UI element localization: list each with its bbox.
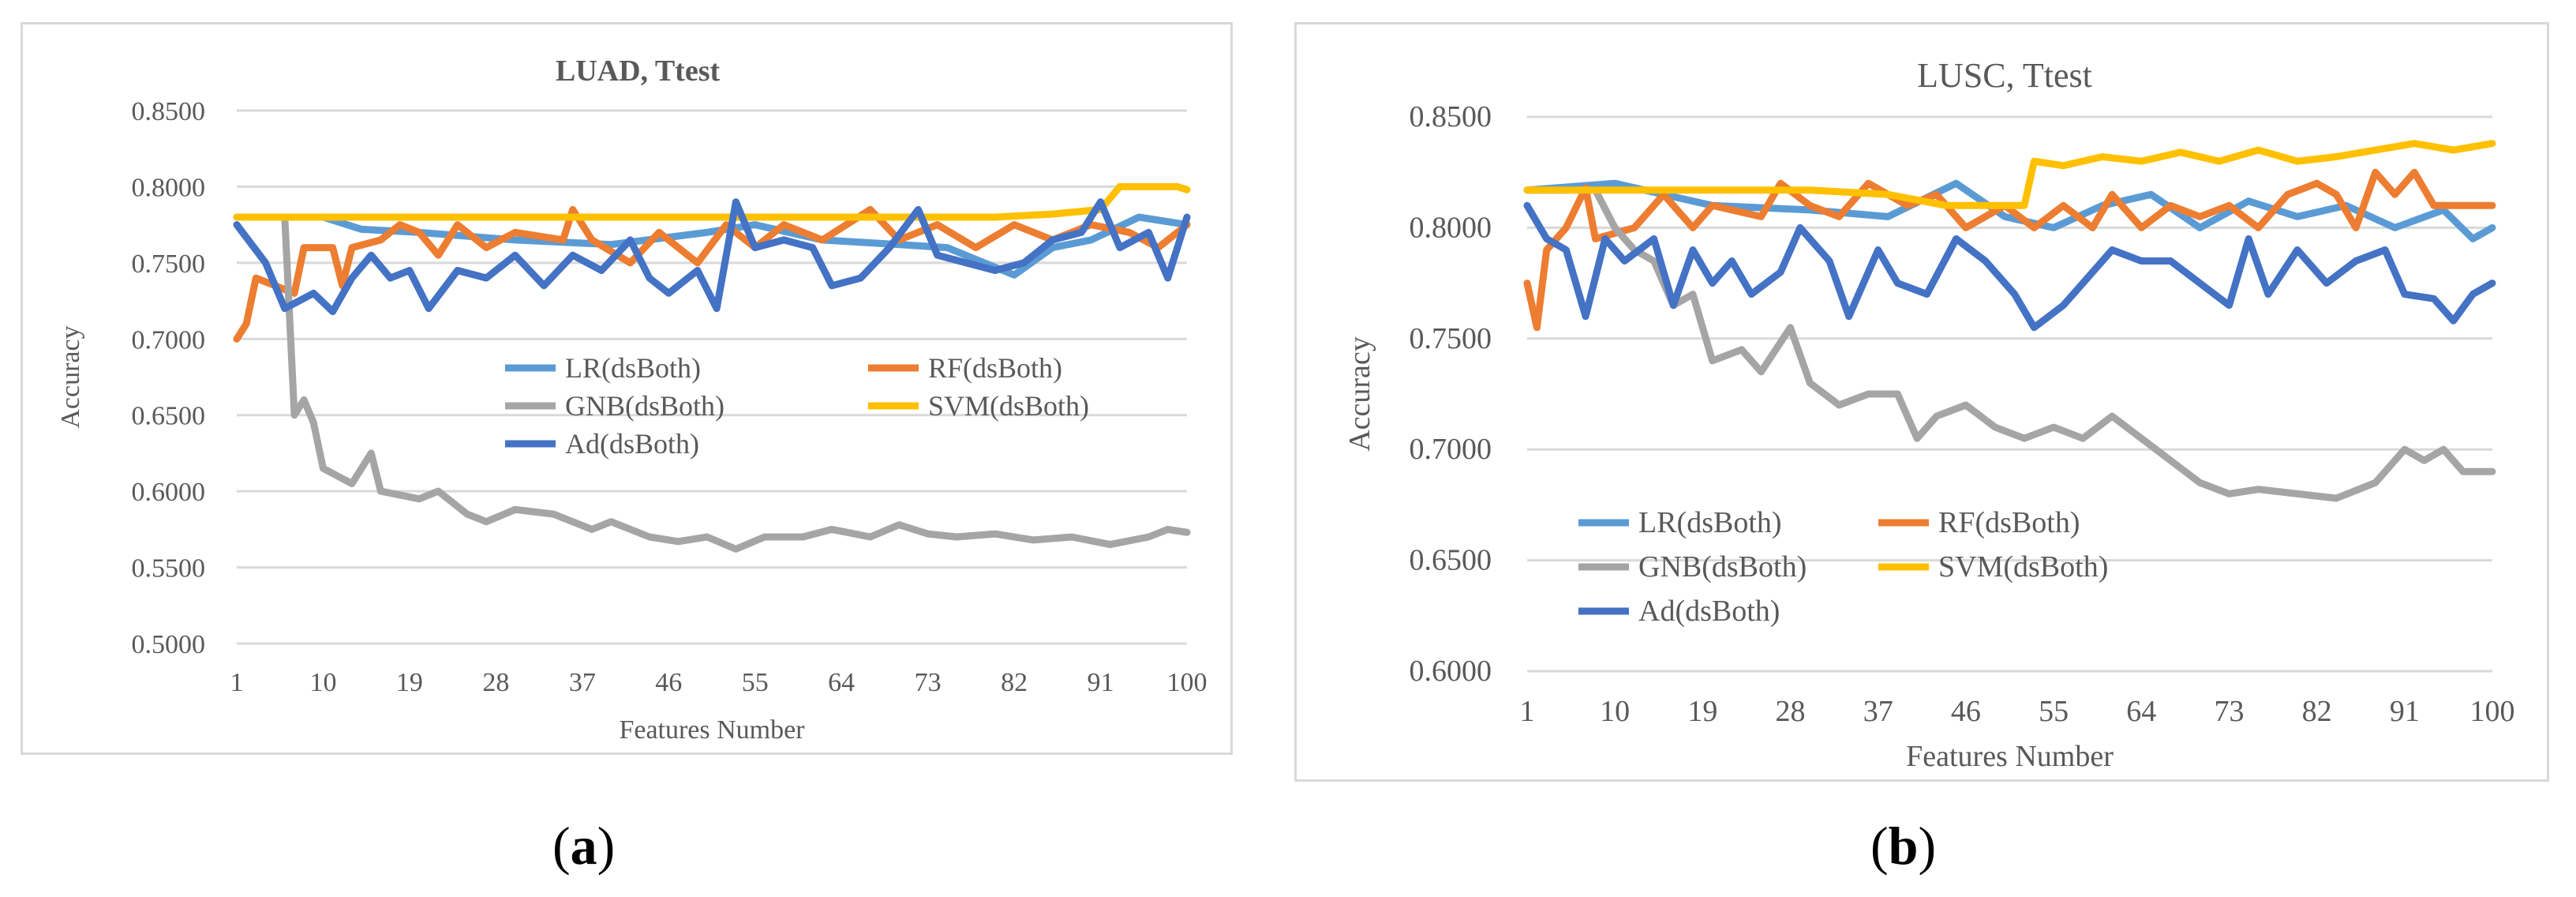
x-tick-label: 91 [2390, 695, 2420, 728]
y-axis-label: Accuracy [1343, 336, 1376, 452]
x-tick-label: 82 [2302, 695, 2332, 728]
y-tick-label: 0.8500 [1410, 100, 1492, 133]
chart-a-frame [21, 22, 1233, 755]
legend-label-rf: RF(dsBoth) [928, 352, 1062, 384]
x-tick-label: 19 [1687, 695, 1717, 728]
x-axis-label: Features Number [619, 715, 805, 745]
y-tick-label: 0.5000 [132, 630, 206, 659]
x-tick-label: 1 [1520, 695, 1535, 728]
x-tick-label: 28 [482, 668, 509, 697]
x-tick-label: 55 [742, 668, 769, 697]
x-tick-label: 64 [828, 668, 855, 697]
y-tick-label: 0.6500 [132, 402, 206, 431]
x-tick-label: 19 [396, 668, 423, 697]
caption-a: (a) [552, 816, 616, 876]
series-line-lr [1523, 179, 2496, 242]
x-tick-label: 37 [1863, 695, 1893, 728]
series-line-ad [233, 198, 1191, 316]
x-tick-label: 100 [1167, 668, 1208, 697]
x-tick-label: 73 [2214, 695, 2244, 728]
x-tick-label: 28 [1776, 695, 1806, 728]
x-tick-label: 46 [1951, 695, 1981, 728]
legend-label-svm: SVM(dsBoth) [928, 390, 1089, 422]
x-tick-label: 82 [1001, 668, 1028, 697]
series-line-ad [1523, 201, 2496, 332]
series-line-gnb [1523, 186, 2496, 502]
y-tick-label: 0.8000 [132, 173, 206, 202]
series-line-rf [233, 205, 1191, 343]
y-tick-label: 0.6500 [1410, 544, 1492, 577]
x-tick-label: 10 [309, 668, 336, 697]
caption-b: (b) [1870, 816, 1937, 876]
legend-label-rf: RF(dsBoth) [1938, 506, 2080, 539]
chart-b-frame [1294, 22, 2549, 782]
series-line-gnb [233, 213, 1191, 553]
legend-label-ad: Ad(dsBoth) [565, 428, 699, 460]
x-tick-label: 1 [230, 668, 244, 697]
y-tick-label: 0.8500 [132, 97, 206, 126]
y-tick-label: 0.6000 [132, 478, 206, 507]
x-tick-label: 37 [569, 668, 596, 697]
x-tick-label: 100 [2470, 695, 2515, 728]
y-tick-label: 0.8000 [1410, 211, 1492, 244]
legend-label-lr: LR(dsBoth) [565, 352, 701, 384]
series-line-svm [233, 182, 1191, 221]
series-line-rf [1523, 168, 2496, 332]
legend-label-gnb: GNB(dsBoth) [1638, 550, 1807, 584]
y-axis-label: Accuracy [56, 325, 85, 428]
series-line-lr [233, 213, 1191, 279]
x-tick-label: 91 [1088, 668, 1114, 697]
y-tick-label: 0.7000 [132, 325, 206, 355]
y-tick-label: 0.6000 [1410, 655, 1492, 688]
x-tick-label: 73 [915, 668, 942, 697]
legend-label-gnb: GNB(dsBoth) [565, 390, 724, 422]
chart-title: LUAD, Ttest [556, 54, 721, 88]
series-line-svm [1523, 140, 2496, 209]
x-axis-label: Features Number [1906, 740, 2114, 773]
x-tick-label: 64 [2126, 695, 2156, 728]
legend-label-lr: LR(dsBoth) [1638, 506, 1782, 539]
y-tick-label: 0.7500 [132, 250, 206, 279]
y-tick-label: 0.7500 [1410, 322, 1492, 355]
y-tick-label: 0.7000 [1410, 433, 1492, 466]
x-tick-label: 55 [2039, 695, 2069, 728]
legend-label-ad: Ad(dsBoth) [1638, 595, 1780, 628]
x-tick-label: 10 [1600, 695, 1630, 728]
y-tick-label: 0.5500 [132, 554, 206, 584]
chart-title: LUSC, Ttest [1917, 56, 2092, 95]
legend-label-svm: SVM(dsBoth) [1938, 550, 2108, 584]
x-tick-label: 46 [655, 668, 682, 697]
